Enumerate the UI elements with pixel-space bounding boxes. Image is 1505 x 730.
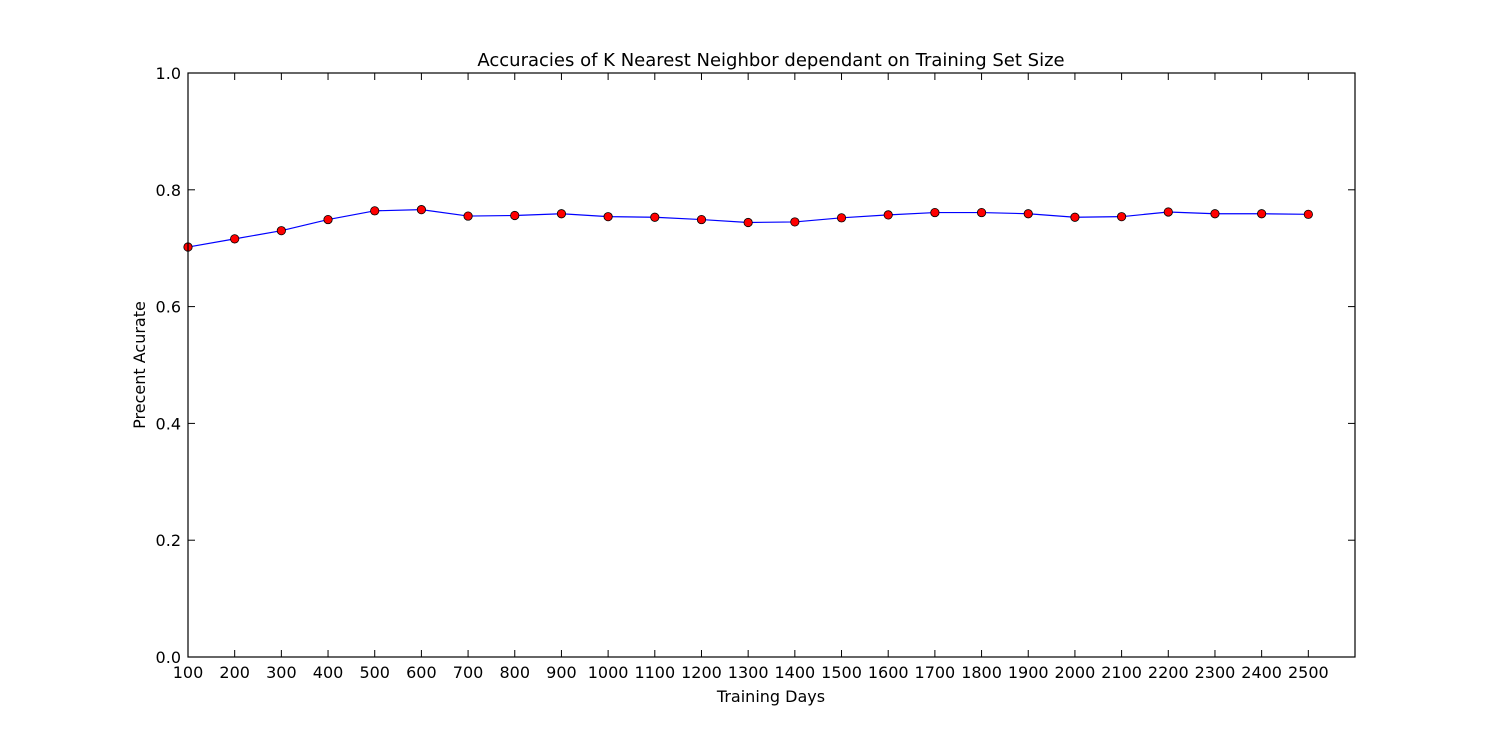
y-tick-label: 0.4 [156,414,181,433]
x-tick-label: 2400 [1241,663,1282,682]
series-line [187,209,1309,248]
x-tick-label: 600 [406,663,437,682]
x-tick-label: 500 [359,663,390,682]
y-tick-label: 0.6 [156,298,181,317]
data-point [1163,207,1173,217]
data-point [323,214,333,225]
data-point [1070,212,1080,222]
x-tick-label: 1900 [1008,663,1049,682]
data-point [836,213,847,223]
x-tick-label: 100 [173,663,204,682]
data-point [556,209,567,219]
x-tick-label: 2300 [1195,663,1236,682]
x-tick-label: 700 [453,663,484,682]
data-point [463,211,473,221]
x-tick-label: 1000 [588,663,629,682]
x-tick-label: 2100 [1101,663,1142,682]
x-tick-label: 1800 [961,663,1002,682]
data-point [790,217,800,227]
data-point [696,214,707,225]
data-point [1023,209,1033,219]
x-axis-ticks: 100 200 300 400 500 600 700 800 900 1000 1100 1200 1… [173,73,1329,682]
x-tick-label: 2500 [1288,663,1329,682]
series-layer [183,205,1313,252]
data-point [510,210,520,221]
x-tick-label: 1200 [681,663,722,682]
y-tick-label: 1.0 [156,64,181,83]
data-point [276,226,286,236]
x-tick-label: 2000 [1055,663,1096,682]
x-tick-label: 300 [266,663,297,682]
y-tick-label: 0.2 [156,531,181,550]
y-axis-label: Precent Acurate [130,301,149,429]
data-point [930,207,940,218]
y-axis-ticks: 0.0 0.2 0.4 0.6 0.8 1.0 [156,64,1355,667]
data-point [370,206,380,216]
y-tick-label: 0.8 [156,181,181,200]
data-point [976,207,987,218]
x-tick-label: 900 [546,663,577,682]
x-tick-label: 1700 [915,663,956,682]
x-tick-label: 1300 [728,663,769,682]
data-point [1117,212,1127,222]
data-point [230,234,240,244]
x-tick-label: 1100 [634,663,675,682]
data-point [1257,209,1267,219]
plot-area-frame [187,72,1356,658]
y-tick-label: 0.0 [156,648,181,667]
x-tick-label: 1400 [774,663,815,682]
x-tick-label: 800 [499,663,530,682]
x-tick-label: 1500 [821,663,862,682]
data-point [1210,209,1220,219]
x-axis-label: Training Days [716,687,825,706]
x-tick-label: 400 [313,663,344,682]
data-point [416,205,426,215]
data-point [603,212,613,222]
data-point [1303,209,1313,219]
x-tick-label: 1600 [868,663,909,682]
data-point [743,217,753,228]
x-tick-label: 2200 [1148,663,1189,682]
x-tick-label: 200 [219,663,250,682]
data-point [650,212,660,222]
data-point [883,210,893,220]
chart-title: Accuracies of K Nearest Neighbor dependa… [477,50,1064,71]
